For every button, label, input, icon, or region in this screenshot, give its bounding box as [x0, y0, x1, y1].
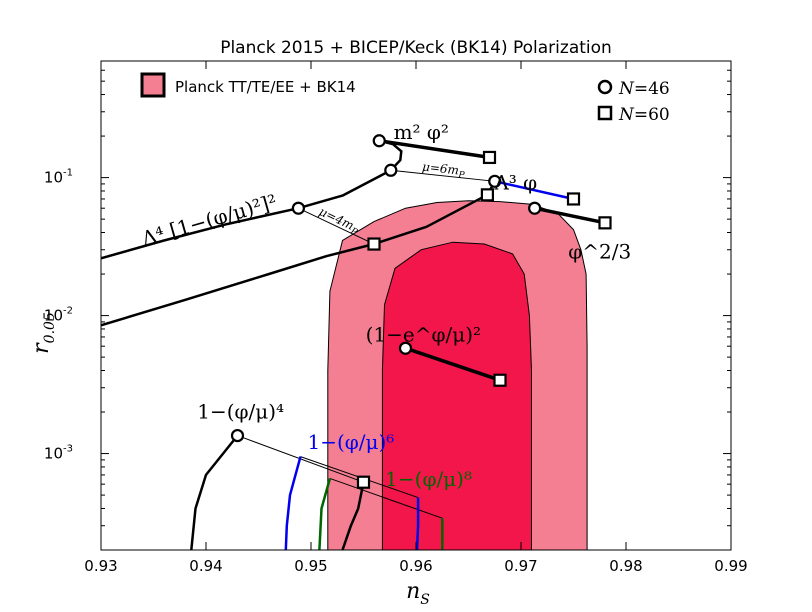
marker-circle-0: [372, 134, 386, 148]
x-tick-label: 0.95: [294, 557, 327, 575]
series-line-3: [404, 346, 501, 382]
y-axis-label: r0.05: [29, 312, 58, 354]
series-line-8: [284, 456, 302, 550]
legend-circle-marker: [597, 79, 613, 95]
series-line-9: [318, 478, 332, 550]
marker-circle-5: [291, 201, 305, 215]
marker-square-8: [598, 216, 612, 230]
annotation-6: 1−(φ/μ)⁸: [385, 467, 472, 491]
series-line-7: [341, 481, 365, 550]
series-n60-curve-8: [415, 497, 420, 550]
x-tick-label: 0.99: [714, 557, 747, 575]
legend-n46-label: N=46: [618, 79, 670, 99]
connector-line-4: [329, 477, 443, 519]
marker-square-4: [566, 192, 581, 206]
connector-line-1: [298, 207, 375, 245]
marker-square-9: [367, 237, 381, 251]
marker-legend: N=46 N=60: [597, 79, 670, 125]
legend-square-marker: [597, 105, 613, 121]
annotation-2: φ^2/3: [568, 239, 631, 263]
legend-label: Planck TT/TE/EE + BK14: [175, 78, 356, 96]
marker-circle-3: [488, 174, 502, 188]
y-tick-label: 10-3: [44, 444, 73, 463]
annotation-1: Λ³ φ: [493, 170, 537, 194]
marker-circle-7: [528, 201, 542, 215]
marker-square-6: [480, 188, 494, 202]
series-line-4: [101, 169, 392, 260]
x-tick-label: 0.96: [399, 557, 432, 575]
marker-square-13: [356, 475, 371, 489]
contour-legend: Planck TT/TE/EE + BK14: [140, 72, 356, 98]
connector-line-0: [390, 169, 495, 182]
series-line-0: [378, 138, 490, 160]
series-connector-curve-0: [378, 139, 403, 172]
contour-68: [381, 241, 532, 550]
x-tick-label: 0.97: [504, 557, 537, 575]
series-line-1: [494, 180, 574, 201]
series-line-5: [101, 180, 496, 327]
annotation-0: m² φ²: [394, 120, 449, 144]
legend-swatch: [140, 72, 166, 98]
legend-n60-label: N=60: [618, 105, 670, 125]
marker-circle-10: [398, 341, 413, 355]
marker-circle-12: [230, 428, 245, 443]
annotation-4: 1−(φ/μ)⁴: [197, 399, 284, 423]
y-tick-label: 10-1: [44, 168, 73, 187]
series-line-6: [190, 434, 239, 550]
annotation-5: 1−(φ/μ)⁶: [307, 430, 394, 454]
marker-square-1: [482, 150, 497, 165]
marker-square-11: [493, 373, 507, 387]
annotation-3: (1−e^φ/μ)²: [366, 322, 481, 346]
x-axis-label: nS: [406, 579, 430, 608]
series-line-2: [534, 206, 606, 225]
x-tick-label: 0.93: [84, 557, 117, 575]
x-tick-label: 0.98: [609, 557, 642, 575]
marker-circle-2: [384, 163, 398, 177]
chart-title: Planck 2015 + BICEP/Keck (BK14) Polariza…: [220, 38, 612, 58]
x-tick-label: 0.94: [189, 557, 222, 575]
